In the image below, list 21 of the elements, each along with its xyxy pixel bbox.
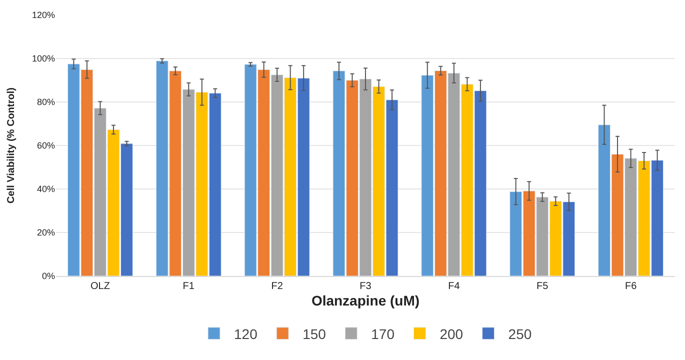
y-tick-label: 0% [42,271,55,282]
y-tick-label: 120% [32,10,55,20]
legend-label: 250 [508,326,532,342]
y-tick-label: 40% [36,184,55,194]
y-tick-label: 20% [36,228,55,238]
x-tick-label: F1 [182,281,195,292]
y-tick-label: 80% [36,97,55,108]
x-tick-label: F6 [624,281,638,292]
y-tick-label: 60% [36,140,55,151]
legend-label: 200 [440,326,464,342]
x-tick-label: OLZ [90,281,110,292]
y-tick-label: 100% [32,54,55,64]
x-tick-label: F2 [271,281,284,292]
legend-label: 150 [302,326,326,342]
legend-label: 120 [234,326,258,342]
legend-label: 170 [371,326,395,342]
x-tick-label: F3 [360,281,372,292]
x-tick-label: F4 [448,281,460,292]
x-tick-label: F5 [536,281,549,292]
x-axis-title: Olanzapine (uM) [311,292,420,308]
y-axis-title: Cell Viability (% Control) [6,88,17,204]
